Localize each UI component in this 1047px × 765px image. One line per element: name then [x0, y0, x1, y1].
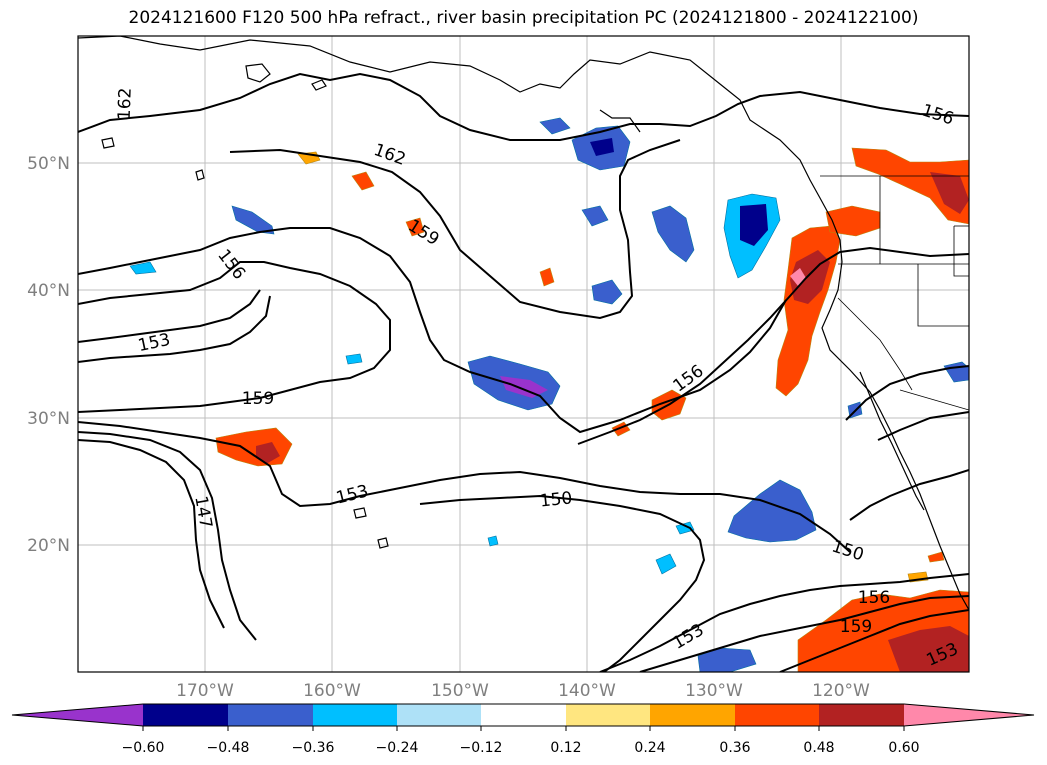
- contour-label: 156: [858, 588, 890, 608]
- map-title: 2024121600 F120 500 hPa refract., river …: [128, 8, 919, 28]
- contour-162-south: [229, 139, 681, 320]
- region-pos-small-6: [927, 551, 945, 563]
- region-neg-central-core: [500, 376, 548, 398]
- colorbar-min-extension: [12, 704, 143, 726]
- region-neg-southeast: [727, 479, 817, 543]
- region-neg-south-5: [487, 535, 499, 547]
- contour-label: 150: [539, 488, 573, 511]
- colorbar: −0.60 −0.48 −0.36 −0.24 −0.12 0.12 0.24 …: [11, 703, 1035, 756]
- region-pos-small-5: [539, 267, 555, 287]
- region-neg-small-2: [231, 205, 275, 235]
- hawaii-1: [377, 537, 389, 549]
- lon-label: 160°W: [303, 681, 361, 701]
- contour-156-south: [639, 595, 969, 672]
- contour-147: [78, 439, 225, 629]
- colorbar-tick-label: −0.60: [122, 740, 165, 756]
- lon-label: 140°W: [558, 681, 616, 701]
- contour-156-east: [577, 246, 969, 445]
- island-3: [195, 169, 205, 181]
- coast-peninsula-baja: [859, 371, 925, 511]
- region-neg-mid-1: [651, 205, 695, 263]
- contour-label: 162: [115, 87, 136, 120]
- contour-153-c: [78, 421, 851, 553]
- map-background: [78, 36, 969, 672]
- region-pos-northeast: [851, 147, 969, 225]
- contour-159: [78, 227, 787, 434]
- colorbar-segment: [481, 704, 566, 726]
- contour-150-b: [419, 494, 706, 672]
- coastlines: [78, 36, 969, 611]
- region-neg-small-3: [539, 117, 571, 135]
- region-pos-small-3: [351, 171, 375, 191]
- contour-labels: 162 162 159 156 153 159 147 153 150 156 …: [115, 87, 962, 670]
- colorbar-tick-label: 0.48: [803, 740, 834, 756]
- colorbar-tick-label: −0.48: [207, 740, 250, 756]
- colorbar-segment: [819, 704, 904, 726]
- contour-159-south: [779, 609, 969, 672]
- map-frame: [77, 35, 970, 673]
- contour-label: 159: [242, 389, 274, 409]
- island-1: [245, 63, 271, 83]
- colorbar-tick-label: 0.36: [719, 740, 750, 756]
- colorbar-segment: [566, 704, 650, 726]
- lat-label: 40°N: [27, 281, 70, 301]
- lat-label: 50°N: [27, 154, 70, 174]
- region-neg-mid-2: [591, 279, 623, 305]
- graticule: [78, 36, 969, 672]
- contour-156: [78, 261, 391, 413]
- region-neg-south-6: [675, 521, 695, 535]
- contour-east-1: [845, 365, 969, 421]
- region-neg-north-1-core: [590, 138, 614, 156]
- region-pos-small-4: [405, 217, 425, 237]
- lat-label: 20°N: [27, 536, 70, 556]
- contour-153-b: [78, 295, 271, 363]
- colorbar-max-extension: [904, 704, 1034, 726]
- colorbar-segment: [397, 704, 481, 726]
- colorbar-tick-label: 0.12: [550, 740, 581, 756]
- lon-label: 120°W: [812, 681, 870, 701]
- contour-label: 159: [840, 617, 872, 637]
- lon-label: 150°W: [431, 681, 489, 701]
- colorbar-segment: [228, 704, 313, 726]
- colorbar-segment: [313, 704, 397, 726]
- colorbar-tick-label: −0.24: [376, 740, 419, 756]
- coast-alaska: [78, 36, 969, 611]
- lon-label: 170°W: [176, 681, 234, 701]
- hawaii-2: [353, 507, 367, 519]
- region-neg-small-4: [129, 261, 157, 275]
- contour-162-north: [78, 72, 969, 141]
- colorbar-segment: [143, 704, 228, 726]
- region-pos-south-core: [888, 626, 969, 672]
- contour-150: [78, 431, 257, 641]
- region-neg-small-1: [581, 205, 609, 227]
- colorbar-tick-label: 0.60: [888, 740, 919, 756]
- contours: [78, 72, 969, 672]
- contour-153-south: [599, 573, 969, 672]
- latitude-labels: 50°N 40°N 30°N 20°N: [27, 154, 70, 556]
- colorbar-tick-label: −0.36: [292, 740, 335, 756]
- colorbar-segment: [650, 704, 735, 726]
- lon-label: 130°W: [685, 681, 743, 701]
- colorbar-tick-label: −0.12: [460, 740, 503, 756]
- region-neg-ne-coast-core: [740, 204, 768, 246]
- contour-153: [78, 289, 261, 343]
- region-neg-south-1: [655, 553, 677, 575]
- island-2: [311, 79, 327, 91]
- island-4: [101, 137, 115, 149]
- region-pos-northeast-core: [930, 172, 969, 214]
- colorbar-tick-label: 0.24: [634, 740, 665, 756]
- region-neg-small-5: [345, 353, 363, 365]
- region-pos-west-core: [256, 442, 280, 464]
- colorbar-segment: [735, 704, 819, 726]
- lat-label: 30°N: [27, 409, 70, 429]
- contour-east-3: [877, 411, 969, 441]
- longitude-labels: 170°W 160°W 150°W 140°W 130°W 120°W: [176, 681, 870, 701]
- contour-east-2: [849, 469, 969, 521]
